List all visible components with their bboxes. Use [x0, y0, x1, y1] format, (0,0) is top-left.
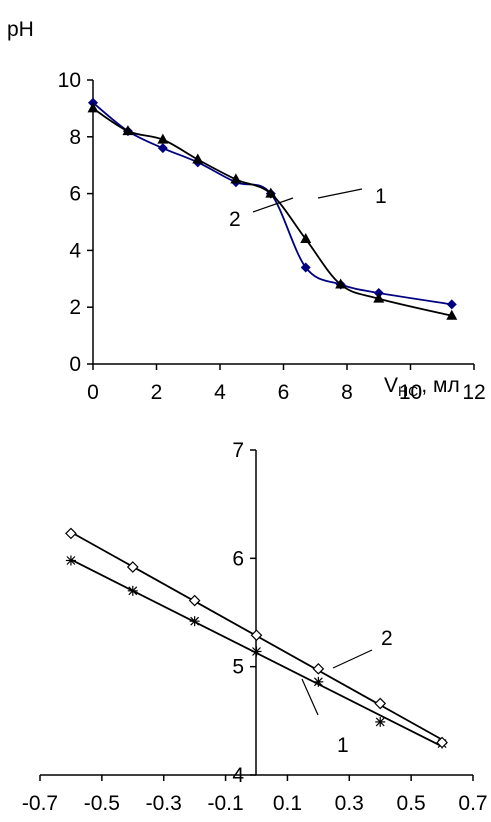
asterisk-stroke	[190, 616, 200, 626]
linear-chart: 4 5 6 7 -0.7 -0.5 -0.3 -0.1 0.1 0.3 0.5 0.7 1 2	[22, 439, 488, 815]
asterisk-stroke	[313, 677, 323, 687]
annotation-leader-1	[317, 188, 363, 199]
asterisk-stroke	[128, 586, 138, 596]
data-point-series-2	[188, 594, 201, 607]
y-axis-label: pH	[7, 18, 34, 41]
annotation-label-2: 2	[229, 208, 241, 231]
data-point-series-2	[335, 278, 347, 289]
x-tick-label: 2	[151, 381, 163, 404]
x-tick-label: -0.5	[84, 792, 120, 815]
data-point-series-1	[313, 676, 324, 687]
y-tick-label: 6	[232, 547, 244, 570]
data-point-series-2	[87, 102, 99, 113]
y-tick-label: 5	[232, 656, 244, 679]
x-tick-label: 0.5	[397, 792, 426, 815]
data-point-series-2	[157, 133, 169, 144]
y-tick-label: 7	[232, 439, 244, 462]
y-tick-label: 6	[69, 183, 81, 206]
data-point-series-1	[446, 299, 457, 310]
annotation-label-2: 2	[381, 627, 393, 650]
x-tick-label: 0.7	[458, 792, 487, 815]
data-point-series-2	[230, 173, 242, 184]
y-tick-label: 4	[69, 239, 81, 262]
data-point-series-1	[127, 585, 138, 596]
data-point-series-1	[300, 262, 311, 273]
data-point-series-1	[65, 555, 76, 566]
series-line-2	[92, 107, 452, 317]
x-tick-label: 8	[341, 381, 353, 404]
y-tick-label: 4	[232, 764, 244, 787]
data-point-series-2	[446, 309, 458, 320]
x-tick-label: 12	[462, 381, 485, 404]
data-point-series-2	[126, 561, 139, 573]
annotation-label-1: 1	[375, 185, 387, 208]
x-tick-label: 0.3	[335, 792, 364, 815]
data-point-series-1	[157, 143, 168, 154]
x-tick-label: 0	[87, 381, 99, 404]
x-tick-label: 10	[399, 381, 422, 404]
annotation-label-1: 1	[337, 734, 349, 757]
y-tick-label: 0	[69, 353, 81, 376]
data-point-series-2	[250, 629, 263, 642]
data-point-series-1	[251, 646, 262, 657]
y-tick-label: 8	[69, 126, 81, 149]
annotation-leader-1	[301, 678, 319, 716]
annotation-leader-2	[252, 197, 294, 213]
data-point-series-1	[189, 616, 200, 627]
titration-chart: pH 0 2 4 6 8 10 0 2 4 6 8 10 12 VHCl, мл 1 2	[7, 18, 486, 404]
x-axis-label: VHCl, мл	[384, 374, 460, 399]
data-point-series-2	[436, 736, 448, 749]
y-tick-label: 10	[58, 69, 81, 92]
y-tick-label: 2	[69, 296, 81, 319]
annotation-leader-2	[332, 649, 373, 669]
data-point-series-2	[65, 527, 77, 540]
x-tick-label: 6	[278, 381, 290, 404]
asterisk-stroke	[66, 556, 76, 565]
asterisk-stroke	[252, 647, 261, 656]
x-tick-label: -0.1	[207, 792, 243, 815]
data-point-series-2	[373, 292, 385, 303]
data-point-series-2	[374, 697, 387, 710]
series-line-1	[92, 102, 452, 306]
asterisk-stroke	[375, 717, 385, 727]
x-tick-label: -0.7	[22, 792, 58, 815]
data-point-series-2	[265, 187, 277, 198]
data-point-series-2	[192, 153, 204, 164]
x-tick-label: 0.1	[273, 792, 302, 815]
x-tick-label: -0.3	[146, 792, 182, 815]
x-tick-label: 4	[214, 381, 226, 404]
data-point-series-1	[375, 716, 386, 727]
data-point-series-2	[122, 125, 134, 136]
data-point-series-2	[300, 233, 312, 244]
data-point-series-2	[312, 662, 325, 675]
